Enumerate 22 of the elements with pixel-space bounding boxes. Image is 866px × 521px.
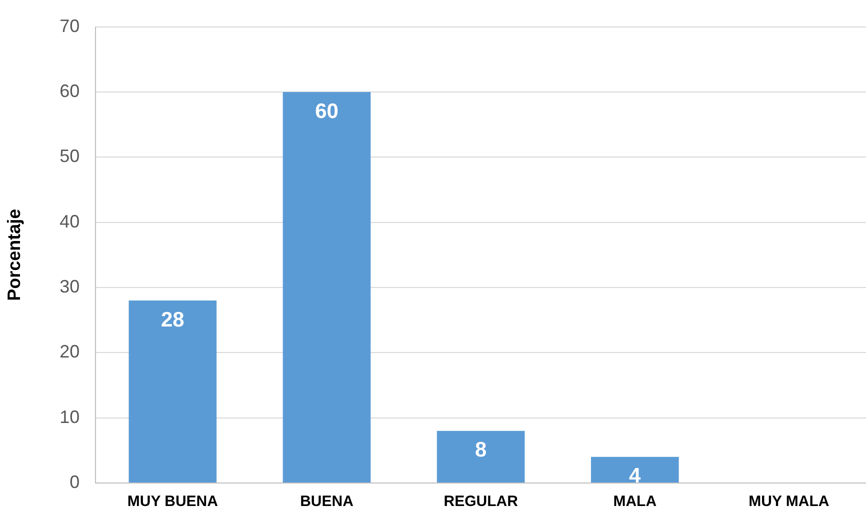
y-tick-label: 50: [60, 146, 80, 166]
data-label: 28: [160, 308, 185, 332]
y-tick-label: 20: [60, 342, 80, 362]
bar: [590, 456, 679, 482]
bar: [436, 430, 525, 482]
bar: [128, 300, 217, 482]
y-tick-label: 30: [60, 276, 80, 296]
data-label: 4: [629, 464, 642, 488]
y-tick-label: 0: [70, 472, 80, 492]
y-tick-label: 60: [60, 80, 80, 101]
x-tick-label: MUY MALA: [748, 493, 830, 510]
x-tick-label: MUY BUENA: [127, 493, 218, 510]
y-tick-label: 10: [60, 406, 80, 427]
y-axis-title: Porcentaje: [4, 208, 24, 301]
data-label: 60: [315, 100, 338, 123]
bar: [282, 92, 371, 482]
x-tick-label: MALA: [613, 493, 657, 510]
x-tick-label: BUENA: [300, 493, 354, 510]
y-tick-label: 40: [60, 211, 80, 232]
y-tick-label: 70: [60, 16, 80, 36]
data-label: 8: [474, 438, 487, 462]
x-tick-label: REGULAR: [444, 493, 518, 510]
